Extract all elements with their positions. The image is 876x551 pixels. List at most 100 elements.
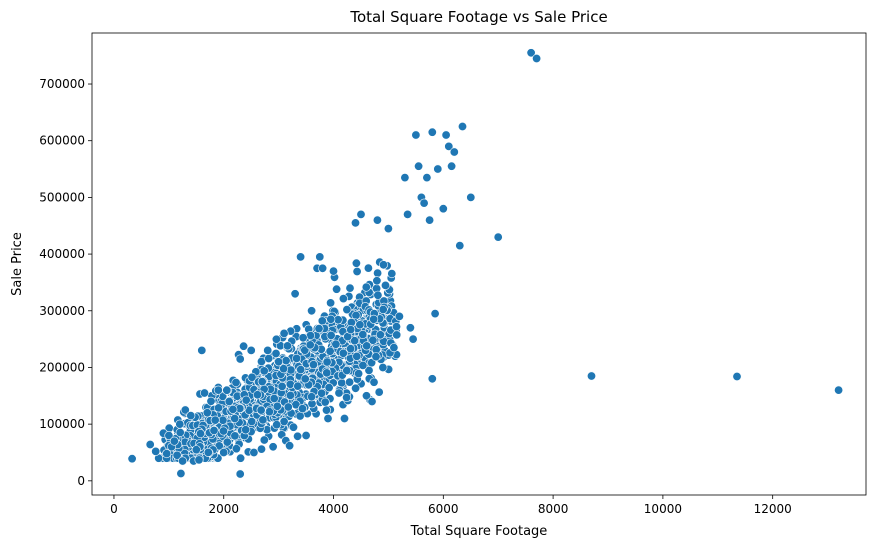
data-point xyxy=(178,456,188,466)
y-tick-label: 300000 xyxy=(39,304,85,318)
data-point xyxy=(350,218,360,228)
data-point xyxy=(239,341,249,351)
data-point xyxy=(346,344,356,354)
data-point xyxy=(361,282,371,292)
data-point xyxy=(449,147,459,157)
data-point xyxy=(176,468,186,478)
data-point xyxy=(346,325,356,335)
data-point xyxy=(405,323,415,333)
data-point xyxy=(279,364,289,374)
data-point xyxy=(378,362,388,372)
data-point xyxy=(326,314,336,324)
data-point xyxy=(400,173,410,183)
data-point xyxy=(282,341,292,351)
data-point xyxy=(320,397,330,407)
data-point xyxy=(378,260,388,270)
data-point xyxy=(202,408,212,418)
data-point xyxy=(447,161,457,171)
data-point xyxy=(389,343,399,353)
data-point xyxy=(369,377,379,387)
data-point xyxy=(222,437,232,447)
data-point xyxy=(297,404,307,414)
data-point xyxy=(257,377,267,387)
data-point xyxy=(368,335,378,345)
data-point xyxy=(307,392,317,402)
data-point xyxy=(264,353,274,363)
data-point xyxy=(493,232,503,242)
data-point xyxy=(378,304,388,314)
data-point xyxy=(209,425,219,435)
data-point xyxy=(367,396,377,406)
data-point xyxy=(430,309,440,319)
data-point xyxy=(466,192,476,202)
data-point xyxy=(315,252,325,262)
data-point xyxy=(338,294,348,304)
data-point xyxy=(392,330,402,340)
data-point xyxy=(301,430,311,440)
data-point xyxy=(345,283,355,293)
data-point xyxy=(256,444,266,454)
data-point xyxy=(317,388,327,398)
data-point xyxy=(373,290,383,300)
data-point xyxy=(363,263,373,273)
data-point xyxy=(438,204,448,214)
data-point xyxy=(180,405,190,415)
data-point xyxy=(387,269,397,279)
data-point xyxy=(253,390,263,400)
data-point xyxy=(292,353,302,363)
data-point xyxy=(285,379,295,389)
y-axis: 0 100000 200000 300000 400000 500000 600000 700… xyxy=(39,77,92,488)
data-point xyxy=(286,365,296,375)
data-point xyxy=(361,391,371,401)
data-point xyxy=(277,381,287,391)
data-point xyxy=(374,387,384,397)
data-point xyxy=(372,276,382,286)
data-point xyxy=(249,447,259,457)
y-tick-label: 500000 xyxy=(39,190,85,204)
data-point xyxy=(224,396,234,406)
data-point xyxy=(274,357,284,367)
data-point xyxy=(314,324,324,334)
x-axis-label: Total Square Footage xyxy=(410,524,548,539)
data-point xyxy=(213,385,223,395)
data-point xyxy=(371,352,381,362)
data-point xyxy=(408,334,418,344)
data-point xyxy=(175,419,185,429)
data-point xyxy=(422,173,432,183)
data-point xyxy=(279,328,289,338)
data-point xyxy=(210,415,220,425)
data-point xyxy=(247,372,257,382)
data-point xyxy=(164,430,174,440)
data-point xyxy=(427,374,437,384)
data-point xyxy=(228,404,238,414)
data-point xyxy=(369,314,379,324)
x-tick-label: 12000 xyxy=(754,502,792,516)
data-point xyxy=(197,345,207,355)
data-point xyxy=(272,401,282,411)
data-point xyxy=(186,411,196,421)
data-point xyxy=(293,431,303,441)
data-point xyxy=(328,266,338,276)
data-point xyxy=(834,385,844,395)
data-point xyxy=(342,305,352,315)
data-point xyxy=(288,422,298,432)
data-point xyxy=(356,209,366,219)
y-tick-label: 100000 xyxy=(39,417,85,431)
y-tick-label: 200000 xyxy=(39,360,85,374)
data-point xyxy=(325,346,335,356)
data-point xyxy=(283,402,293,412)
data-point xyxy=(351,258,361,268)
data-point xyxy=(241,395,251,405)
data-point xyxy=(264,407,274,417)
data-point xyxy=(162,449,172,459)
data-point xyxy=(246,345,256,355)
data-point xyxy=(373,268,383,278)
data-point xyxy=(322,357,332,367)
data-point xyxy=(271,348,281,358)
data-point xyxy=(326,298,336,308)
data-point xyxy=(403,209,413,219)
data-point xyxy=(231,377,241,387)
x-tick-label: 10000 xyxy=(644,502,682,516)
